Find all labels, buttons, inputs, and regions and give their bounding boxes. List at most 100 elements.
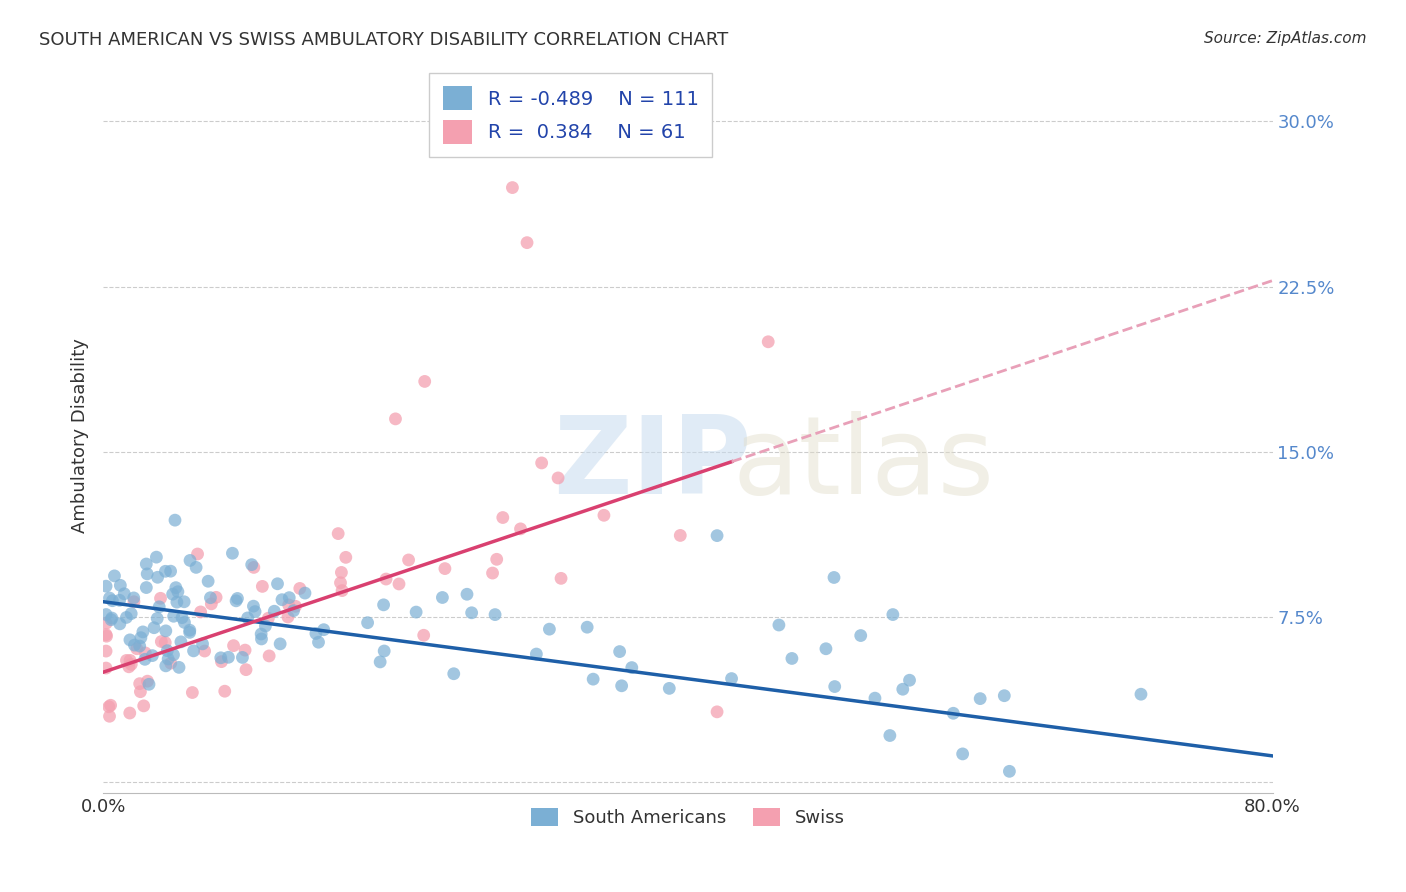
Legend: South Americans, Swiss: South Americans, Swiss	[524, 801, 852, 834]
Point	[94, 644, 117, 658]
Point	[183, 644, 205, 658]
Point	[159, 656, 181, 670]
Point	[257, 611, 280, 625]
Point	[582, 672, 605, 686]
Point	[101, 593, 124, 607]
Point	[356, 615, 378, 630]
Point	[190, 605, 212, 619]
Point	[118, 632, 141, 647]
Point	[501, 180, 523, 194]
Point	[143, 621, 166, 635]
Point	[254, 619, 277, 633]
Point	[849, 629, 872, 643]
Point	[184, 560, 207, 574]
Point	[405, 605, 427, 619]
Point	[149, 591, 172, 606]
Point	[155, 624, 177, 638]
Point	[98, 709, 121, 723]
Point	[134, 646, 156, 660]
Point	[814, 641, 837, 656]
Point	[294, 586, 316, 600]
Point	[209, 650, 232, 665]
Text: ZIP: ZIP	[554, 411, 752, 517]
Point	[432, 591, 454, 605]
Point	[124, 638, 146, 652]
Point	[155, 658, 177, 673]
Point	[100, 613, 122, 627]
Point	[128, 676, 150, 690]
Point	[993, 689, 1015, 703]
Point	[250, 627, 273, 641]
Point	[148, 599, 170, 614]
Point	[122, 595, 145, 609]
Point	[181, 685, 204, 699]
Point	[620, 660, 643, 674]
Point	[120, 653, 142, 667]
Text: atlas: atlas	[733, 411, 994, 517]
Point	[197, 574, 219, 589]
Text: SOUTH AMERICAN VS SWISS AMBULATORY DISABILITY CORRELATION CHART: SOUTH AMERICAN VS SWISS AMBULATORY DISAB…	[39, 31, 728, 49]
Point	[146, 570, 169, 584]
Point	[179, 624, 201, 638]
Point	[101, 611, 124, 625]
Point	[879, 729, 901, 743]
Point	[163, 609, 186, 624]
Point	[443, 666, 465, 681]
Point	[780, 651, 803, 665]
Point	[524, 647, 547, 661]
Point	[271, 592, 294, 607]
Point	[412, 628, 434, 642]
Point	[115, 610, 138, 624]
Point	[305, 626, 328, 640]
Point	[269, 637, 291, 651]
Point	[388, 577, 411, 591]
Point	[1129, 687, 1152, 701]
Point	[368, 655, 391, 669]
Point	[167, 660, 190, 674]
Point	[312, 623, 335, 637]
Point	[187, 547, 209, 561]
Point	[252, 579, 274, 593]
Point	[226, 591, 249, 606]
Point	[768, 618, 790, 632]
Point	[243, 605, 266, 619]
Point	[891, 682, 914, 697]
Point	[141, 648, 163, 663]
Point	[110, 578, 132, 592]
Point	[125, 641, 148, 656]
Point	[221, 546, 243, 560]
Point	[373, 644, 395, 658]
Point	[135, 581, 157, 595]
Point	[863, 691, 886, 706]
Point	[330, 566, 353, 580]
Point	[162, 587, 184, 601]
Point	[824, 680, 846, 694]
Point	[335, 550, 357, 565]
Point	[373, 598, 395, 612]
Point	[277, 610, 299, 624]
Point	[97, 699, 120, 714]
Point	[179, 625, 201, 640]
Point	[166, 595, 188, 609]
Point	[191, 637, 214, 651]
Point	[460, 606, 482, 620]
Point	[530, 456, 553, 470]
Point	[509, 522, 531, 536]
Point	[173, 615, 195, 630]
Text: Source: ZipAtlas.com: Source: ZipAtlas.com	[1204, 31, 1367, 46]
Point	[969, 691, 991, 706]
Point	[128, 639, 150, 653]
Point	[145, 550, 167, 565]
Point	[214, 684, 236, 698]
Point	[156, 643, 179, 657]
Point	[100, 698, 122, 713]
Point	[263, 604, 285, 618]
Point	[225, 594, 247, 608]
Point	[756, 334, 779, 349]
Point	[122, 591, 145, 605]
Point	[481, 566, 503, 580]
Point	[136, 566, 159, 581]
Point	[150, 634, 173, 648]
Point	[118, 660, 141, 674]
Point	[413, 375, 436, 389]
